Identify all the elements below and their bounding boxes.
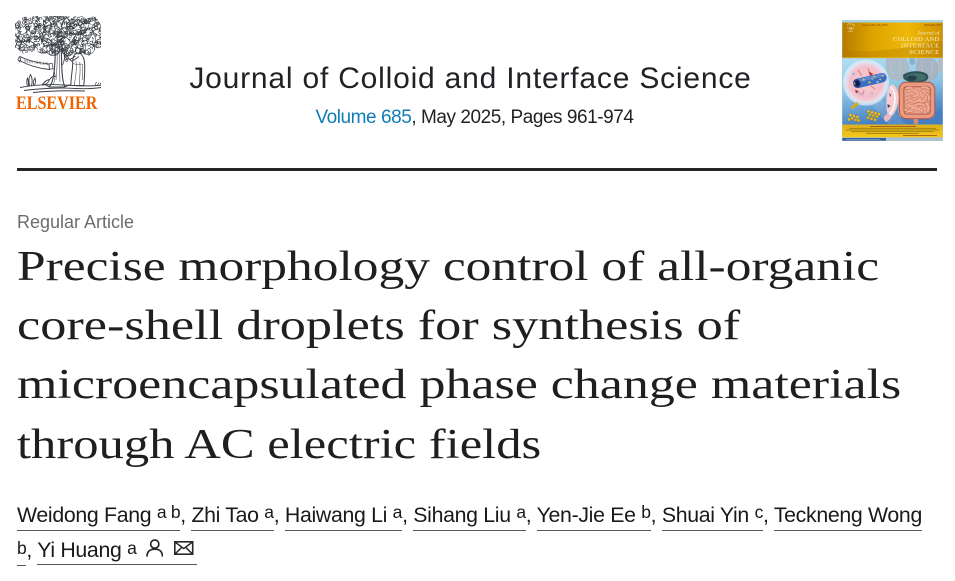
svg-text:INTERFACE: INTERFACE xyxy=(901,43,939,50)
svg-text:Journal of: Journal of xyxy=(917,30,941,37)
svg-text:ISSN 0021-9797: ISSN 0021-9797 xyxy=(924,24,942,27)
svg-text:NON SOLUS: NON SOLUS xyxy=(23,58,49,66)
svg-text:Volume 685 • May 2025: Volume 685 • May 2025 xyxy=(862,24,888,27)
svg-text:COLLOID AND: COLLOID AND xyxy=(893,36,940,43)
svg-text:SCIENCE: SCIENCE xyxy=(909,49,939,56)
